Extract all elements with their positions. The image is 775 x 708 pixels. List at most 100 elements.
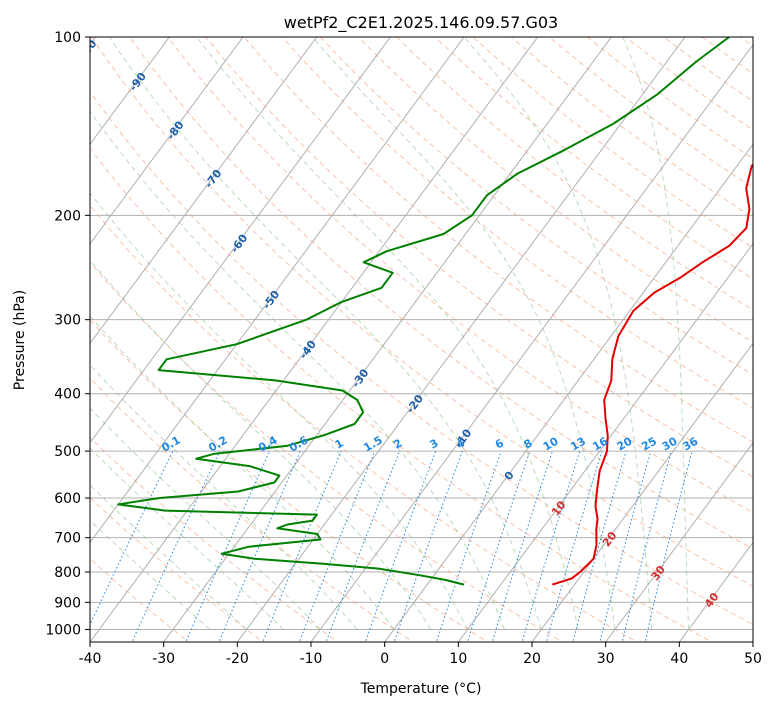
moist-adiabat-line [463, 37, 653, 630]
moist-adiabat-line [622, 37, 690, 630]
series-layer [117, 37, 753, 586]
mixing-ratio-line [572, 450, 627, 642]
y-tick-label: 500 [54, 444, 81, 460]
dry-adiabat-line [358, 37, 753, 343]
x-tick-label: -30 [152, 651, 175, 667]
mixing-ratio-label: 3 [427, 437, 440, 452]
temperature-profile-line [552, 163, 753, 586]
mixing-ratio-line [298, 450, 376, 642]
mixing-ratio-label: 8 [521, 437, 534, 452]
moist-adiabat-line [90, 110, 505, 630]
dry-adiabat-line [663, 37, 753, 103]
y-tick-label: 700 [54, 531, 81, 547]
isotherm-line [90, 37, 465, 544]
dry-adiabat-line [129, 37, 753, 550]
moist-adiabat-line [109, 37, 542, 630]
isotherm-line [163, 37, 612, 642]
mixing-ratio-line [599, 450, 652, 642]
x-axis: -40 -30 -20 -10 0 10 20 30 40 50 [79, 642, 762, 667]
y-tick-label: 200 [54, 208, 81, 224]
dry-adiabat-line [90, 204, 638, 642]
dewpoint-profile-line [117, 37, 730, 586]
mixing-ratio-label: 2 [391, 437, 404, 452]
moist-adiabat-line [311, 37, 616, 630]
x-tick-label: 20 [523, 651, 541, 667]
isotherm-line [90, 37, 539, 642]
mixing-ratio-label: 6 [493, 436, 506, 451]
y-tick-label: 800 [54, 565, 81, 581]
isotherm-line [90, 37, 170, 146]
dry-adiabat-line [90, 436, 339, 642]
moist-adiabat-line [90, 364, 358, 630]
dry-adiabat-line [90, 377, 414, 642]
mixing-ratio-line [545, 450, 603, 642]
mixing-ratio-line [466, 450, 531, 642]
moist-adiabat-line [196, 37, 579, 630]
dry-adiabat-line [701, 37, 753, 75]
moist-adiabat-line [90, 192, 469, 630]
x-tick-label: -20 [226, 651, 249, 667]
dry-adiabat-line [319, 37, 753, 376]
dry-adiabat-line [396, 37, 753, 311]
y-tick-label: 1000 [45, 622, 81, 638]
isotherm-line [310, 43, 753, 642]
isotherm-line [457, 243, 753, 642]
isotherm-line [605, 442, 753, 642]
plot-frame [89, 36, 754, 643]
y-tick-label: 400 [54, 387, 81, 403]
dry-adiabat-line [281, 37, 753, 409]
mixing-ratio-line [218, 450, 301, 642]
x-tick-label: 10 [449, 651, 467, 667]
isotherm-line [384, 143, 753, 642]
mixing-ratio-line [393, 450, 463, 642]
dry-adiabat-line [91, 37, 753, 587]
isotherm-line [90, 37, 244, 245]
x-tick-label: 40 [670, 651, 688, 667]
moist-adiabat-line [90, 447, 284, 630]
x-tick-label: -40 [79, 651, 102, 667]
x-tick-label: 0 [380, 651, 389, 667]
y-axis-label: Pressure (hPa) [12, 290, 28, 390]
mixing-ratio-line [131, 450, 221, 642]
x-axis-label: Temperature (°C) [360, 681, 482, 697]
mixing-ratio-line [644, 450, 693, 642]
y-tick-label: 600 [54, 491, 81, 507]
moist-adiabat-line [90, 259, 432, 630]
isotherm-line [90, 37, 391, 444]
mixing-ratio-line [325, 450, 401, 642]
dry-adiabat-line [243, 37, 753, 443]
mixing-ratio-line [621, 450, 672, 642]
mixing-ratio-line [90, 450, 174, 626]
dry-adiabat-line [90, 261, 564, 642]
moist-adiabat-line [90, 484, 247, 630]
dry-adiabat-line [205, 37, 753, 478]
mixing-ratio-line [491, 450, 553, 642]
x-tick-label: 50 [744, 651, 762, 667]
dry-adiabat-line [548, 37, 753, 189]
isotherm-line [90, 37, 318, 345]
isotherm-line [678, 541, 753, 642]
y-axis: 100 200 300 400 500 600 700 800 900 1000 [45, 30, 90, 638]
dry-adiabat-line [90, 90, 753, 626]
y-tick-label: 100 [54, 30, 81, 46]
background-grid [90, 37, 753, 642]
dry-adiabat-line [90, 319, 489, 642]
x-tick-label: -10 [300, 651, 323, 667]
moist-adiabat-line [90, 407, 321, 630]
chart-title: wetPf2_C2E1.2025.146.09.57.G03 [284, 13, 558, 33]
dry-adiabat-line [90, 558, 190, 642]
mixing-ratio-label: 1 [333, 437, 346, 452]
isotherm-line [752, 641, 753, 642]
isotherm-line [531, 342, 753, 642]
x-tick-label: 30 [597, 651, 615, 667]
dry-adiabat-line [90, 147, 713, 642]
mixing-ratio-line [435, 450, 502, 642]
dry-adiabat-line [167, 37, 753, 514]
mixing-ratio-line [364, 450, 437, 642]
y-tick-label: 900 [54, 595, 81, 611]
dry-adiabat-line [510, 37, 753, 219]
mixing-ratio-line [521, 450, 581, 642]
moist-adiabat-line [90, 519, 211, 630]
mixing-ratio-line [262, 450, 342, 642]
